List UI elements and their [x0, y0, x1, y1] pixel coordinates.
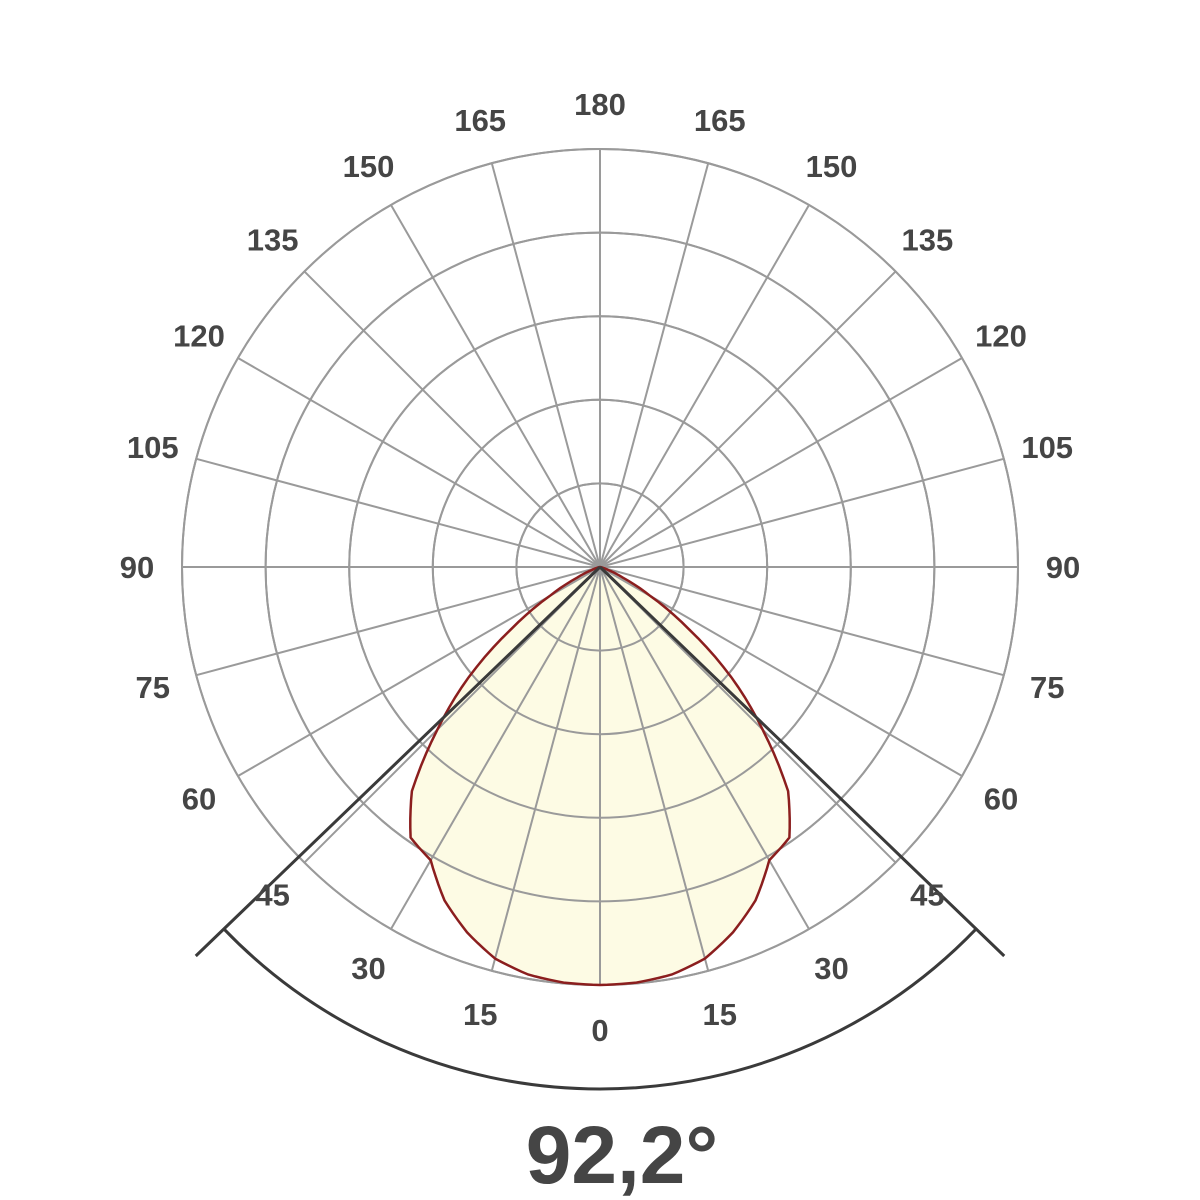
beam-angle-indicator — [194, 565, 1006, 1091]
grid-spoke — [599, 457, 1005, 568]
angle-tick-label: 165 — [454, 103, 506, 138]
intensity-curve-group — [181, 148, 1019, 987]
angle-tick-label: 105 — [127, 430, 179, 465]
grid-spoke — [303, 270, 601, 568]
grid-spoke — [599, 566, 1005, 677]
grid-spoke — [390, 566, 601, 930]
grid-spoke — [237, 357, 601, 568]
angle-tick-label: 30 — [814, 951, 848, 986]
angle-tick-label: 135 — [247, 223, 299, 258]
grid-spoke — [490, 162, 601, 568]
angle-tick-label: 120 — [173, 319, 225, 354]
grid-spoke — [237, 566, 601, 777]
angle-tick-label: 45 — [910, 877, 944, 912]
grid-spoke — [195, 457, 601, 568]
grid-spoke — [599, 566, 710, 972]
grid-ring — [264, 231, 936, 903]
angle-tick-labels: 0 15 15 30 30 45 45 60 60 75 75 90 90 105 105 120 120 135… — [120, 87, 1080, 1048]
grid-spoke — [490, 566, 601, 972]
grid-spoke — [390, 204, 601, 568]
angle-tick-label: 30 — [351, 951, 385, 986]
angle-tick-label: 135 — [902, 223, 954, 258]
grid-spoke — [599, 566, 963, 777]
angle-tick-label: 60 — [984, 782, 1018, 817]
angle-tick-label: 120 — [975, 319, 1027, 354]
angle-tick-label: 165 — [694, 103, 746, 138]
angle-tick-label: 75 — [1030, 670, 1064, 705]
angle-tick-label: 180 — [574, 87, 626, 122]
grid-ring — [348, 315, 852, 819]
angle-tick-label: 150 — [806, 149, 858, 184]
grid-ring — [431, 398, 769, 736]
grid-spoke — [599, 204, 810, 568]
angle-tick-label: 105 — [1021, 430, 1073, 465]
angle-tick-label: 60 — [182, 782, 216, 817]
grid-ring — [515, 482, 685, 652]
grid-spoke — [599, 566, 810, 930]
angle-tick-label: 90 — [1046, 550, 1080, 585]
angle-tick-label: 15 — [703, 997, 737, 1032]
angle-tick-label: 15 — [463, 997, 497, 1032]
grid-spoke — [599, 270, 897, 568]
beam-angle-arc — [222, 927, 978, 1091]
grid-spoke — [195, 566, 601, 677]
beam-edge-line — [194, 565, 602, 958]
angle-tick-label: 45 — [255, 877, 289, 912]
beam-angle-label: 92,2° — [526, 1110, 718, 1200]
grid-spoke — [599, 162, 710, 568]
angle-tick-label: 0 — [591, 1013, 608, 1048]
beam-edge-line — [598, 565, 1006, 958]
intensity-curve-line — [409, 565, 791, 987]
grid-spoke — [599, 357, 963, 568]
angle-tick-label: 75 — [136, 670, 170, 705]
angle-tick-label: 150 — [343, 149, 395, 184]
angle-tick-label: 90 — [120, 550, 154, 585]
